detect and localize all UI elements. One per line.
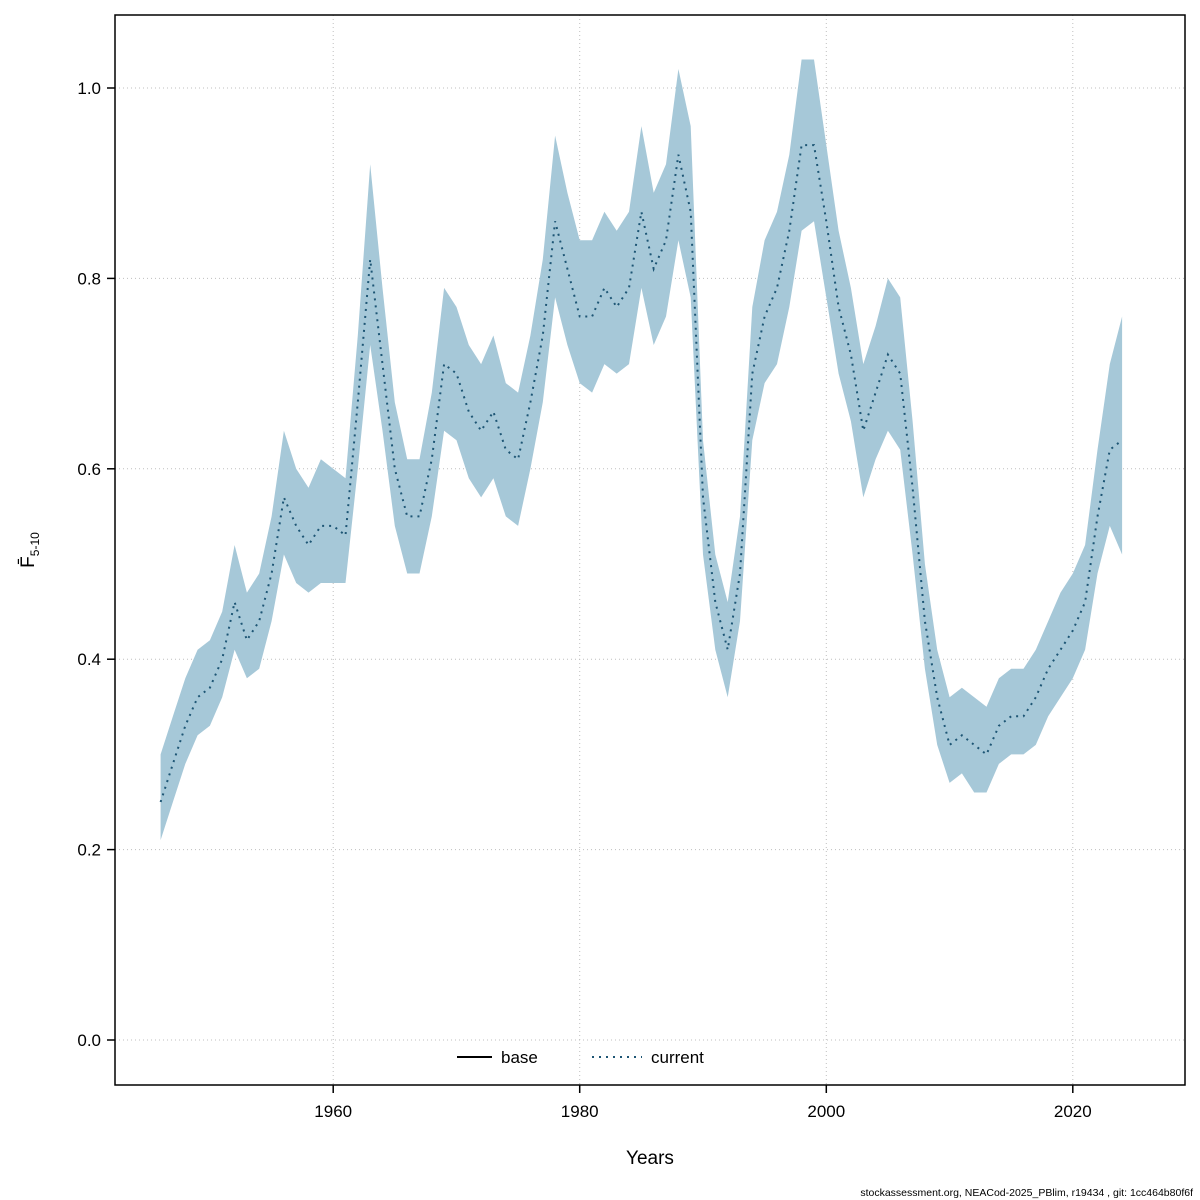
x-tick-label: 2000 (807, 1102, 845, 1121)
confidence-band (160, 59, 1123, 841)
data-series (159, 59, 1123, 841)
plot-border (114, 14, 1186, 1086)
y-tick-label: 1.0 (77, 79, 101, 98)
legend-current-label: current (651, 1048, 704, 1067)
x-tick-label: 1980 (561, 1102, 599, 1121)
footer-credit: stockassessment.org, NEACod-2025_PBlim, … (860, 1187, 1193, 1199)
y-tick-label: 0.2 (77, 841, 101, 860)
y-tick-label: 0.4 (77, 650, 101, 669)
legend: base current (457, 1048, 704, 1067)
y-axis-title-main: F̄ (18, 556, 39, 568)
x-axis-title: Years (626, 1148, 674, 1169)
current-line (159, 144, 1123, 803)
x-tick-label: 1960 (314, 1102, 352, 1121)
y-axis-title-sub: 5-10 (28, 532, 42, 556)
y-tick-label: 0.8 (77, 269, 101, 288)
legend-base-label: base (501, 1048, 538, 1067)
y-axis-title: F̄5-10 (18, 532, 42, 568)
y-tick-label: 0.0 (77, 1031, 101, 1050)
axis-ticks: 0.0 0.2 0.4 0.6 0.8 1.0 1960 1980 2000 2020 (77, 79, 1091, 1121)
y-tick-label: 0.6 (77, 460, 101, 479)
x-tick-label: 2020 (1054, 1102, 1092, 1121)
